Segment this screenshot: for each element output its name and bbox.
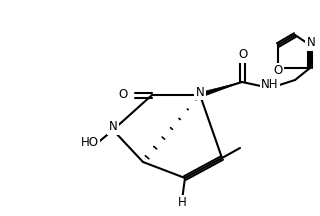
Text: N: N [196, 86, 204, 98]
Text: NH: NH [261, 78, 279, 92]
Text: N: N [307, 37, 316, 49]
Text: O: O [238, 49, 248, 62]
Text: O: O [118, 89, 128, 102]
Text: N: N [108, 121, 117, 133]
Text: O: O [273, 65, 283, 78]
Text: H: H [178, 197, 186, 210]
Polygon shape [199, 82, 242, 97]
Text: HO: HO [81, 137, 99, 149]
